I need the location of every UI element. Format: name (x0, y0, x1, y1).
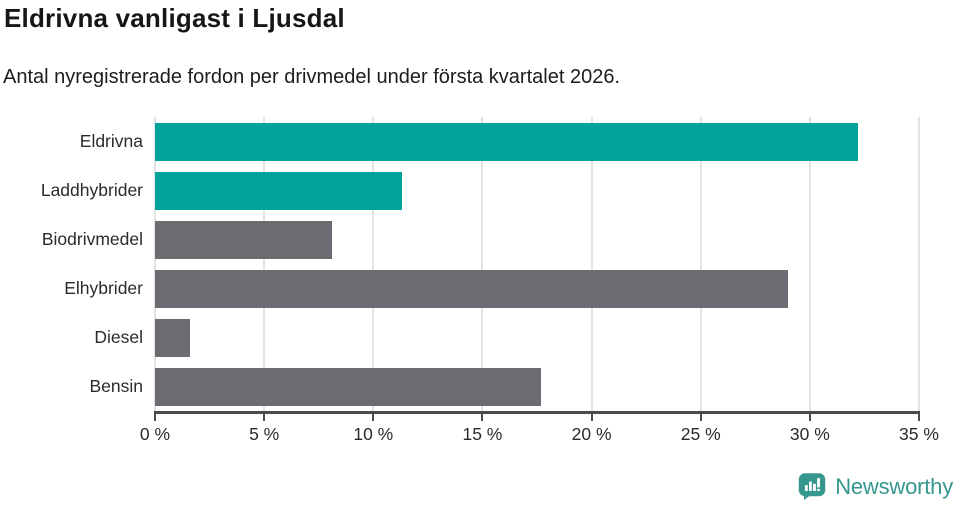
bar-chart-plot-area (154, 117, 920, 411)
x-axis-tick-label: 35 % (899, 424, 939, 444)
bar-row (155, 215, 919, 264)
gridline (918, 117, 920, 411)
category-axis: Eldrivna Laddhybrider Biodrivmedel Elhybrid… (0, 117, 143, 411)
newsworthy-logo-text: Newsworthy (835, 473, 953, 499)
bar-row (155, 313, 919, 362)
bar-laddhybrider (155, 171, 402, 210)
x-axis-tick (154, 411, 156, 421)
newsworthy-logo-icon (798, 473, 826, 501)
gridline (372, 117, 375, 411)
category-label: Biodrivmedel (41, 229, 143, 249)
category-label: Laddhybrider (40, 180, 143, 200)
bar-row (155, 362, 919, 411)
x-axis-tick-label: 15 % (462, 424, 503, 444)
bar-eldrivna (155, 122, 858, 161)
x-axis-tick-label: 20 % (571, 424, 612, 444)
x-axis-tick (590, 411, 593, 421)
gridline (263, 117, 266, 411)
page-title: Eldrivna vanligast i Ljusdal (4, 3, 345, 33)
x-axis-tick (481, 411, 484, 421)
x-axis-line (155, 411, 919, 414)
page-subtitle: Antal nyregistrerade fordon per drivmede… (3, 66, 621, 88)
x-axis-tick-label: 5 % (249, 424, 280, 444)
x-axis-tick (263, 411, 266, 421)
gridline (154, 117, 156, 411)
gridline (590, 117, 593, 411)
newsworthy-brand: Newsworthy (797, 471, 953, 502)
category-label: Eldrivna (79, 131, 143, 151)
category-label: Elhybrider (64, 278, 143, 298)
category-label: Diesel (94, 327, 143, 347)
bar-bensin (155, 367, 542, 406)
x-axis-tick (699, 411, 702, 421)
gridline (808, 117, 811, 411)
bar-biodrivmedel (155, 220, 332, 259)
gridline (699, 117, 702, 411)
x-axis-tick (372, 411, 375, 421)
bar-row (155, 166, 919, 215)
category-label: Bensin (89, 376, 143, 396)
x-axis-tick-label: 25 % (680, 424, 721, 444)
x-axis-tick (808, 411, 811, 421)
x-axis-tick (918, 411, 920, 421)
x-axis-tick-label: 30 % (789, 424, 830, 444)
bar-elhybrider (155, 269, 789, 308)
bar-row (155, 264, 919, 313)
x-axis-tick-label: 10 % (353, 424, 394, 444)
bar-row (155, 117, 919, 166)
bar-diesel (155, 318, 190, 357)
x-axis: 0 % 5 % 10 % 15 % 20 % 25 % 30 % 35 % (140, 411, 939, 451)
x-axis-tick-label: 0 % (139, 424, 171, 444)
gridline (481, 117, 484, 411)
